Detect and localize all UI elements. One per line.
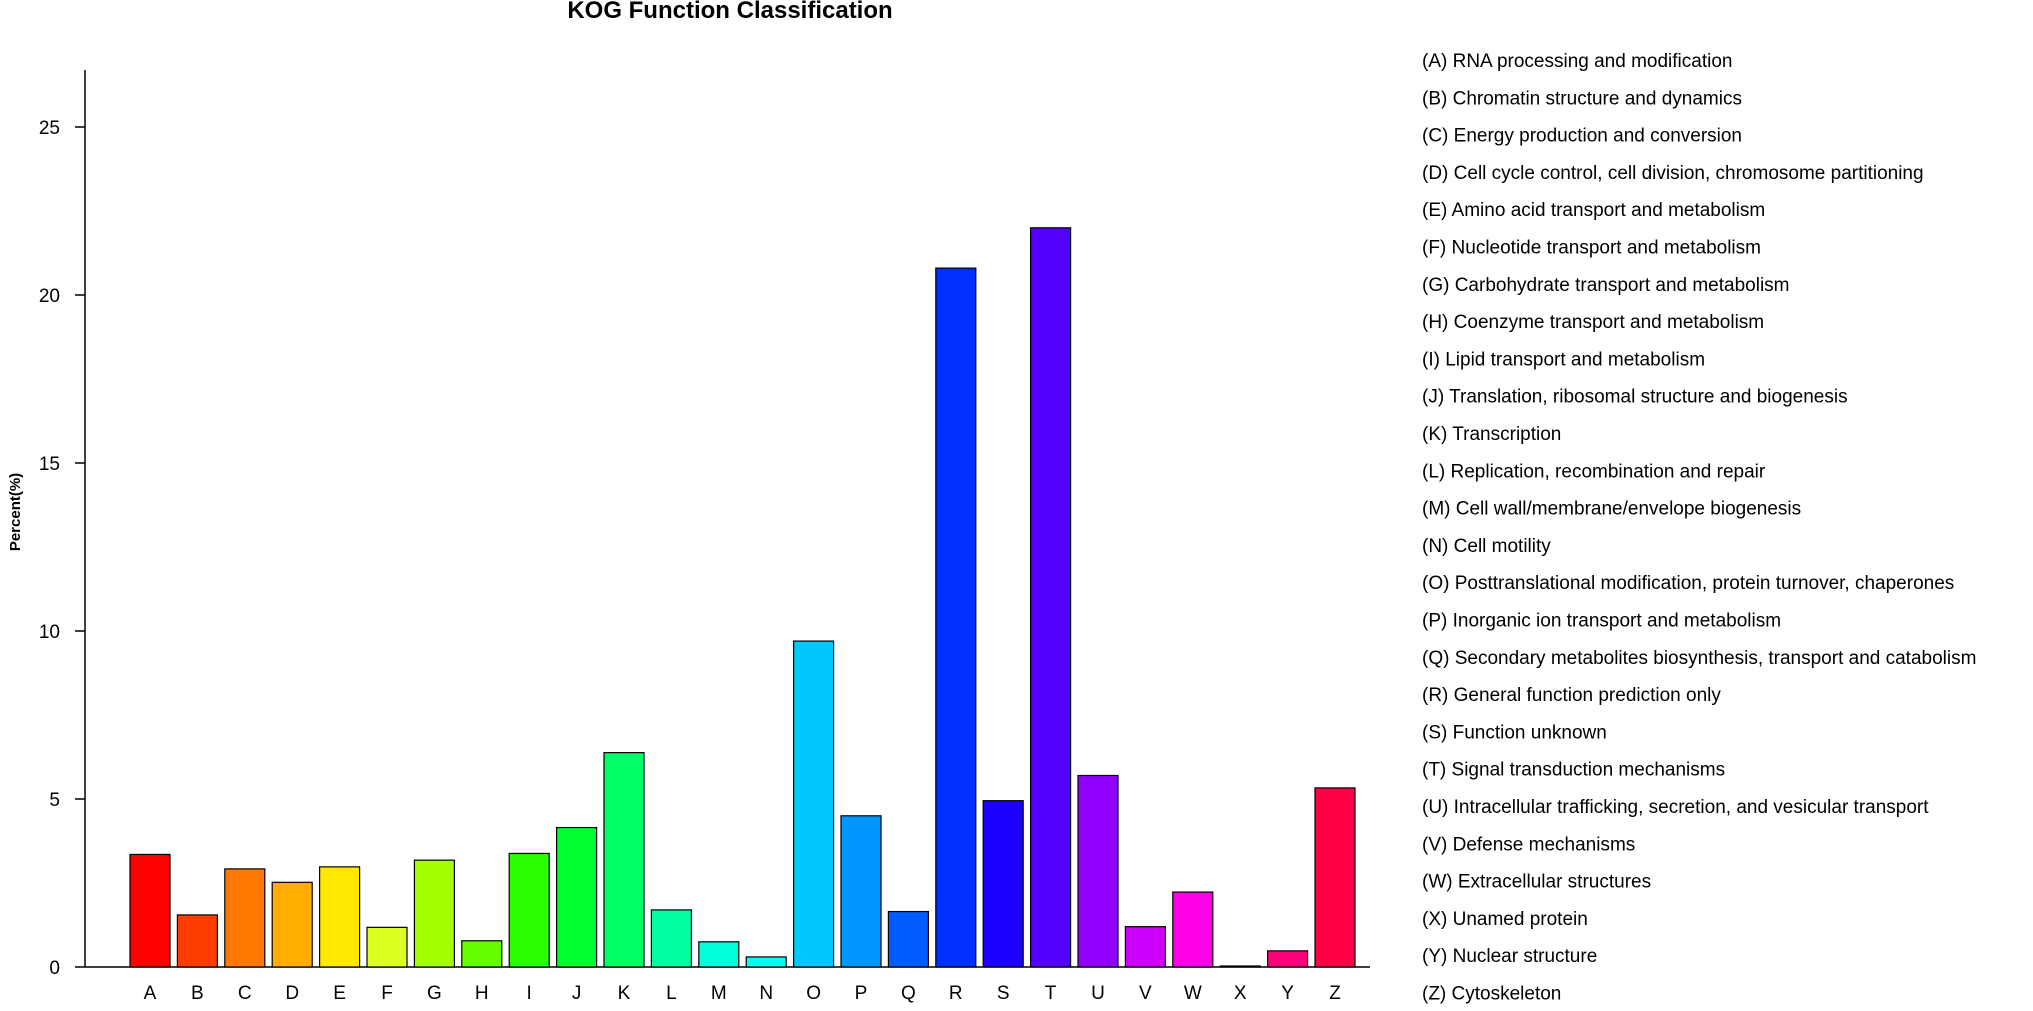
x-tick-label-G: G	[427, 983, 442, 1004]
x-tick-label-X: X	[1234, 983, 1247, 1004]
x-tick-label-Q: Q	[901, 983, 916, 1004]
bar-X	[1219, 965, 1261, 968]
legend-item: (W) Extracellular structures	[1422, 872, 1651, 893]
legend-item: (U) Intracellular trafficking, secretion…	[1422, 797, 1929, 818]
x-tick-label-E: E	[333, 983, 346, 1004]
bar-F	[366, 926, 408, 968]
legend-item: (X) Unamed protein	[1422, 909, 1588, 930]
bar-W	[1172, 891, 1214, 968]
x-tick-label-T: T	[1045, 983, 1057, 1004]
legend-item: (V) Defense mechanisms	[1422, 834, 1635, 855]
x-tick-label-I: I	[527, 983, 532, 1004]
x-tick-label-S: S	[997, 983, 1010, 1004]
bar-U	[1077, 774, 1119, 968]
legend-item: (Q) Secondary metabolites biosynthesis, …	[1422, 648, 1976, 669]
x-tick-label-Z: Z	[1329, 983, 1341, 1004]
bar-Q	[887, 910, 930, 968]
x-tick-label-U: U	[1091, 983, 1105, 1004]
legend-item: (K) Transcription	[1422, 424, 1561, 445]
chart-title: KOG Function Classification	[567, 0, 892, 24]
bar-I	[508, 852, 550, 968]
bar-V	[1124, 926, 1167, 968]
legend-item: (Y) Nuclear structure	[1422, 946, 1597, 967]
y-tick-label: 25	[39, 118, 60, 139]
bar-R	[935, 267, 977, 968]
bar-M	[698, 941, 740, 968]
legend-item: (P) Inorganic ion transport and metaboli…	[1422, 611, 1781, 632]
legend-item: (F) Nucleotide transport and metabolism	[1422, 238, 1761, 259]
bar-O	[792, 640, 835, 968]
bar-Z	[1314, 787, 1356, 968]
bar-B	[176, 914, 218, 968]
bar-A	[129, 853, 171, 968]
legend-item: (C) Energy production and conversion	[1422, 126, 1742, 147]
legend-item: (Z) Cytoskeleton	[1422, 984, 1561, 1005]
y-tick-label: 20	[39, 286, 60, 307]
x-tick-label-R: R	[949, 983, 963, 1004]
x-tick-label-F: F	[381, 983, 393, 1004]
x-tick-label-D: D	[285, 983, 299, 1004]
bar-H	[461, 940, 503, 968]
x-tick-label-W: W	[1184, 983, 1202, 1004]
bar-S	[982, 800, 1024, 968]
legend-item: (R) General function prediction only	[1422, 685, 1721, 706]
y-tick-label: 5	[49, 790, 60, 811]
bar-P	[840, 815, 882, 968]
legend: (A) RNA processing and modification (B) C…	[1422, 51, 1976, 1005]
x-tick-label-L: L	[666, 983, 677, 1004]
legend-item: (I) Lipid transport and metabolism	[1422, 349, 1705, 370]
bar-D	[271, 881, 313, 968]
legend-item: (L) Replication, recombination and repai…	[1422, 461, 1766, 482]
bar-T	[1029, 227, 1072, 968]
x-tick-label-V: V	[1139, 983, 1152, 1004]
x-tick-label-K: K	[618, 983, 631, 1004]
legend-item: (T) Signal transduction mechanisms	[1422, 760, 1725, 781]
legend-item: (B) Chromatin structure and dynamics	[1422, 88, 1742, 109]
bar-G	[413, 859, 455, 968]
legend-item: (N) Cell motility	[1422, 536, 1551, 557]
y-axis-label: Percent(%)	[7, 473, 24, 551]
x-tick-label-J: J	[572, 983, 582, 1004]
bar-E	[319, 866, 361, 968]
legend-item: (D) Cell cycle control, cell division, c…	[1422, 163, 1924, 184]
x-tick-label-H: H	[475, 983, 489, 1004]
x-tick-label-B: B	[191, 983, 204, 1004]
bar-Y	[1266, 950, 1309, 968]
legend-item: (O) Posttranslational modification, prot…	[1422, 573, 1954, 594]
legend-item: (H) Coenzyme transport and metabolism	[1422, 312, 1764, 333]
y-tick-label: 0	[49, 958, 60, 979]
x-tick-label-A: A	[144, 983, 157, 1004]
legend-item: (M) Cell wall/membrane/envelope biogenes…	[1422, 499, 1801, 520]
x-tick-label-N: N	[759, 983, 773, 1004]
bar-J	[555, 826, 598, 968]
legend-item: (J) Translation, ribosomal structure and…	[1422, 387, 1848, 408]
legend-item: (E) Amino acid transport and metabolism	[1422, 200, 1765, 221]
plot-area: 0 5 10 15 20 25 A B C D E F G H I J K L M N O P Q R S T U V W X Y Z	[39, 70, 1370, 1004]
y-tick-label: 10	[39, 622, 60, 643]
bar-C	[224, 868, 266, 968]
x-tick-label-M: M	[711, 983, 727, 1004]
bar-L	[650, 909, 693, 968]
x-tick-label-Y: Y	[1281, 983, 1294, 1004]
legend-item: (S) Function unknown	[1422, 722, 1607, 743]
x-tick-label-P: P	[855, 983, 868, 1004]
legend-item: (A) RNA processing and modification	[1422, 51, 1732, 72]
x-tick-label-O: O	[806, 983, 821, 1004]
y-tick-label: 15	[39, 454, 60, 475]
bar-K	[603, 752, 645, 968]
legend-item: (G) Carbohydrate transport and metabolis…	[1422, 275, 1790, 296]
x-tick-label-C: C	[238, 983, 252, 1004]
bar-N	[745, 956, 787, 968]
